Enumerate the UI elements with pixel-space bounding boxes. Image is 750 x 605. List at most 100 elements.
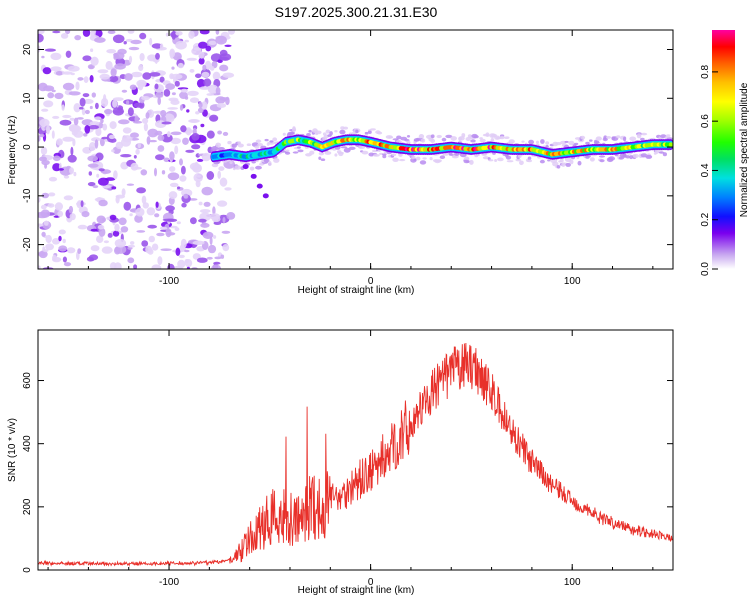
noise-blob (39, 133, 45, 138)
noise-blob (88, 125, 99, 130)
noise-blob (106, 49, 117, 54)
noise-blob (142, 118, 149, 124)
halo-blob (415, 156, 421, 161)
noise-blob (76, 117, 84, 120)
noise-blob (38, 45, 41, 53)
halo-blob (249, 166, 255, 171)
halo-blob (419, 160, 427, 165)
noise-blob (157, 134, 165, 141)
noise-blob (114, 238, 127, 248)
halo-blob (577, 160, 582, 166)
noise-blob (65, 50, 72, 58)
halo-blob (625, 155, 631, 159)
noise-blob (165, 228, 172, 238)
noise-blob (215, 35, 227, 45)
halo-blob (370, 128, 376, 131)
halo-blob (372, 149, 378, 153)
noise-blob (113, 52, 119, 57)
noise-blob (169, 151, 175, 161)
halo-blob (540, 139, 545, 144)
noise-blob (169, 48, 176, 58)
snr-panel: -100 0 100 0 200 400 600 Height of straight li… (7, 329, 674, 596)
noise-blob (58, 229, 66, 235)
noise-blob (186, 109, 190, 113)
noise-blob (176, 221, 181, 225)
noise-region (38, 30, 236, 269)
noise-blob (111, 149, 115, 153)
noise-blob (130, 132, 139, 138)
noise-blob (175, 40, 187, 50)
ridge-core (668, 142, 673, 147)
noise-blob (136, 230, 146, 233)
noise-blob (82, 93, 90, 98)
noise-blob (195, 73, 202, 79)
snr-line (38, 342, 673, 567)
halo-blob (636, 133, 642, 139)
noise-blob (97, 224, 105, 230)
noise-blob (193, 173, 203, 183)
halo-blob (450, 136, 458, 141)
halo-blob (595, 136, 602, 141)
noise-blob (186, 57, 197, 61)
noise-blob (118, 119, 130, 125)
noise-blob (140, 169, 148, 176)
halo-blob (545, 141, 550, 145)
noise-blob (88, 171, 93, 176)
noise-blob (170, 131, 182, 136)
ridge (210, 134, 673, 163)
noise-blob (198, 102, 203, 109)
noise-blob (110, 68, 117, 77)
halo-blob (508, 139, 515, 144)
halo-blob (306, 133, 311, 137)
noise-blob (185, 149, 195, 153)
noise-blob (205, 45, 212, 52)
noise-blob (167, 131, 171, 138)
noise-blob (52, 30, 61, 34)
noise-blob (183, 193, 189, 199)
halo-blob (482, 156, 489, 160)
noise-blob (203, 201, 211, 207)
noise-blob (217, 170, 221, 179)
halo-blob (338, 151, 344, 157)
halo-blob (519, 160, 524, 166)
noise-blob (202, 64, 207, 71)
halo-blob (629, 136, 637, 142)
noise-blob (87, 163, 99, 168)
noise-blob (137, 142, 141, 149)
noise-blob (222, 217, 226, 224)
noise-blob (201, 186, 213, 196)
noise-blob (177, 259, 186, 269)
noise-blob (155, 201, 159, 208)
noise-blob (196, 257, 208, 263)
noise-blob (89, 65, 94, 69)
noise-blob (165, 83, 176, 90)
branch-blob (256, 183, 263, 189)
noise-blob (62, 256, 67, 263)
noise-blob (97, 177, 109, 186)
noise-blob (212, 71, 221, 81)
noise-blob (58, 235, 62, 242)
noise-blob (160, 110, 167, 117)
branch-blob (250, 173, 257, 179)
noise-blob (131, 71, 143, 78)
snr-xtick-label: 0 (368, 577, 374, 588)
spectrogram-xtick-label: 100 (564, 276, 581, 287)
noise-blob (79, 106, 84, 110)
noise-blob (209, 65, 215, 71)
halo-blob (481, 152, 488, 156)
noise-blob (63, 195, 74, 201)
halo-blob (436, 134, 442, 139)
halo-blob (273, 158, 280, 163)
noise-blob (45, 243, 54, 251)
noise-blob (154, 167, 157, 177)
noise-blob (201, 71, 210, 78)
noise-blob (192, 240, 205, 245)
noise-blob (63, 175, 70, 179)
noise-blob (112, 107, 124, 116)
noise-blob (122, 127, 132, 134)
noise-blob (145, 112, 150, 119)
noise-blob (65, 30, 71, 35)
noise-blob (91, 137, 101, 142)
noise-blob (170, 137, 182, 145)
